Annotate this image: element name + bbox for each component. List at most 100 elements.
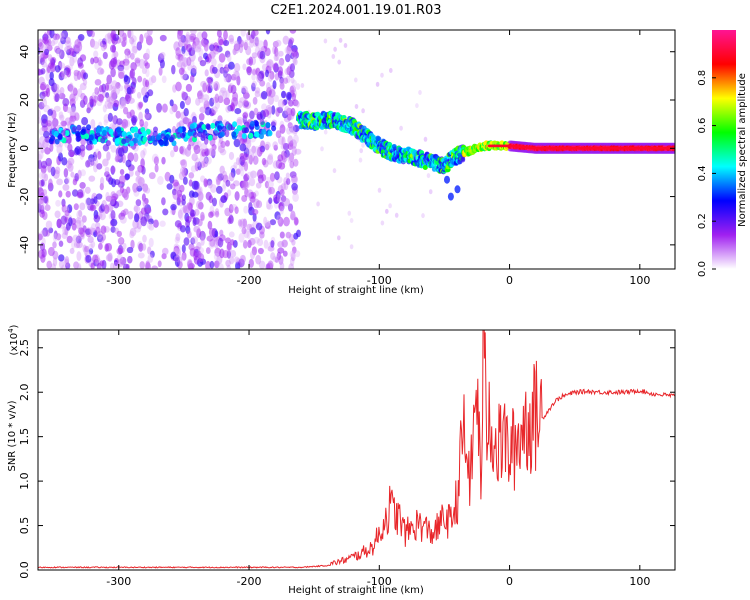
heatmap-cell	[278, 162, 286, 170]
heatmap-cell	[124, 48, 131, 56]
heatmap-cell	[62, 183, 70, 191]
heatmap-cell	[110, 226, 116, 233]
heatmap-cell	[214, 208, 220, 216]
heatmap-cell	[255, 254, 262, 265]
heatmap-cell	[161, 253, 167, 260]
heatmap-cell	[44, 147, 51, 155]
heatmap-cell	[193, 41, 201, 52]
heatmap-cell	[266, 180, 274, 189]
heatmap-cell	[277, 247, 285, 254]
heatmap-cell	[454, 185, 461, 194]
heatmap-cell	[211, 66, 218, 74]
heatmap-cell	[50, 62, 56, 73]
heatmap-cell	[119, 96, 127, 106]
heatmap-cell	[172, 188, 177, 196]
heatmap-cell	[138, 242, 144, 252]
heatmap-cell	[72, 234, 79, 242]
heatmap-cell	[289, 250, 295, 258]
heatmap-cell	[40, 52, 46, 62]
heatmap-cell	[128, 169, 134, 177]
spectrogram-x-tick-label: 100	[629, 274, 650, 287]
heatmap-cell	[276, 214, 282, 224]
heatmap-cell	[71, 105, 77, 113]
heatmap-cell	[230, 73, 237, 81]
heatmap-cell	[104, 82, 110, 91]
heatmap-cell	[127, 152, 134, 162]
heatmap-cell	[291, 92, 297, 102]
heatmap-cell	[80, 129, 86, 136]
heatmap-cell	[213, 81, 220, 92]
heatmap-cell	[233, 256, 240, 264]
heatmap-cell	[316, 201, 320, 207]
heatmap-cell	[179, 146, 184, 155]
heatmap-cell	[106, 151, 111, 161]
heatmap-cell	[257, 174, 264, 184]
heatmap-cell	[99, 68, 105, 75]
heatmap-cell	[45, 220, 53, 230]
heatmap-cell	[60, 129, 66, 136]
heatmap-cell	[286, 45, 292, 55]
heatmap-cell	[265, 81, 271, 92]
heatmap-cell	[252, 155, 259, 165]
heatmap-cell	[162, 247, 169, 256]
heatmap-cell	[287, 135, 294, 145]
heatmap-cell	[251, 73, 256, 81]
snr-y-label: SNR (10 * v/v)	[7, 400, 18, 471]
snr-x-tick-label: -200	[237, 575, 262, 588]
heatmap-cell	[64, 209, 70, 217]
heatmap-cell	[138, 111, 143, 122]
heatmap-cell	[178, 120, 185, 128]
heatmap-cell	[157, 260, 162, 268]
heatmap-cell	[201, 31, 208, 40]
heatmap-cell	[280, 90, 287, 99]
heatmap-cell	[230, 84, 237, 95]
heatmap-cell	[444, 175, 450, 184]
heatmap-cell	[251, 246, 257, 256]
heatmap-cell	[70, 171, 75, 178]
heatmap-cell	[246, 66, 252, 76]
heatmap-cell	[75, 130, 80, 137]
heatmap-cell	[41, 172, 47, 179]
heatmap-cell	[110, 30, 117, 39]
heatmap-cell	[232, 47, 237, 56]
spectrogram-y-tick-label: 40	[18, 45, 31, 59]
heatmap-cell	[242, 239, 248, 249]
heatmap-cell	[243, 100, 249, 108]
heatmap-cell	[177, 209, 183, 219]
heatmap-cell	[40, 204, 45, 215]
spectrogram-frame	[37, 29, 676, 270]
heatmap-cell	[58, 190, 63, 198]
heatmap-cell	[71, 126, 77, 132]
heatmap-cell	[54, 210, 61, 219]
heatmap-cell	[185, 34, 191, 44]
heatmap-cell	[137, 165, 142, 173]
heatmap-cell	[204, 69, 209, 77]
snr-y-tick-label: 1.5	[18, 428, 31, 446]
heatmap-cell	[110, 57, 117, 68]
heatmap-cell	[90, 30, 95, 38]
heatmap-cell	[178, 67, 185, 75]
heatmap-cell	[221, 125, 227, 132]
heatmap-cell	[132, 45, 138, 54]
heatmap-cell	[58, 111, 64, 119]
heatmap-cell	[281, 152, 288, 163]
heatmap-cell	[119, 256, 127, 265]
heatmap-cell	[192, 116, 197, 125]
heatmap-cell	[189, 123, 195, 130]
heatmap-cell	[195, 97, 201, 106]
heatmap-cell	[96, 163, 103, 170]
heatmap-cell	[41, 61, 48, 68]
heatmap-cell	[254, 90, 260, 98]
heatmap-cell	[38, 117, 42, 124]
heatmap-cell	[79, 227, 85, 238]
heatmap-cell	[153, 156, 159, 165]
heatmap-cell	[415, 103, 419, 109]
heatmap-cell	[182, 176, 188, 185]
heatmap-cell	[197, 201, 204, 210]
heatmap-cell	[277, 66, 284, 76]
heatmap-cell	[172, 179, 179, 187]
heatmap-cell	[213, 83, 219, 92]
heatmap-cell	[343, 43, 348, 48]
heatmap-cell	[136, 91, 142, 99]
heatmap-cell	[288, 99, 294, 107]
